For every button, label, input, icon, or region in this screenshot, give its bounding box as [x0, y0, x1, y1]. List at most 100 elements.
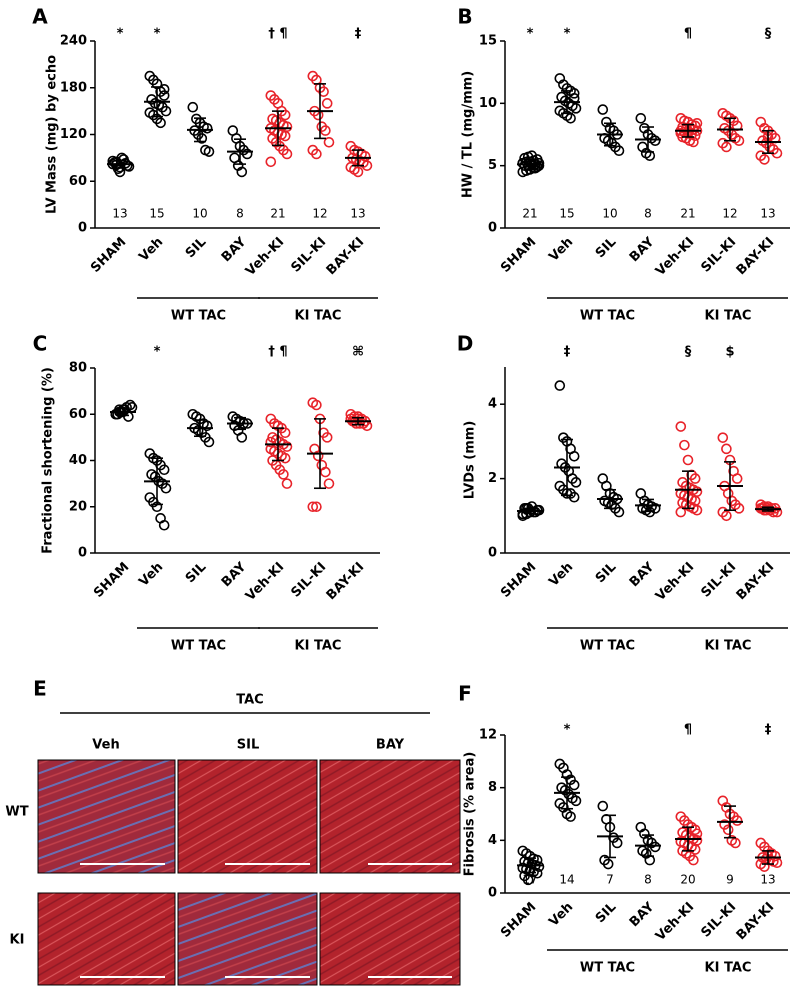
data-point: [759, 861, 770, 872]
error-bar: [194, 117, 206, 143]
data-point: [320, 125, 331, 136]
data-point: [352, 166, 364, 178]
data-point: [570, 795, 582, 807]
data-point: [721, 141, 732, 153]
data-point: [688, 854, 699, 866]
data-point: [158, 519, 170, 531]
n-label: 21: [680, 207, 695, 221]
data-point: [158, 464, 170, 476]
error-bar: [724, 117, 736, 142]
data-point: [196, 133, 208, 144]
y-tick-label: 180: [60, 80, 87, 95]
data-point: [570, 103, 582, 114]
x-tick-label: Veh-KI: [243, 560, 287, 604]
y-tick-label: 60: [69, 407, 87, 422]
data-point: [597, 104, 609, 115]
y-tick-label: 60: [69, 174, 87, 189]
error-bar: [194, 419, 206, 438]
panel-label: C: [33, 332, 48, 356]
panel-label: D: [457, 332, 474, 356]
x-tick-label: SIL-KI: [288, 560, 329, 601]
x-tick-label: Veh: [546, 560, 576, 590]
error-bar: [762, 506, 774, 512]
error-bar: [561, 776, 573, 810]
significance-mark: ‡: [355, 27, 362, 42]
micrograph: [37, 759, 176, 874]
significance-mark: ‡: [564, 345, 571, 360]
x-tick-label: BAY-KI: [734, 235, 778, 279]
y-tick-label: 0: [78, 221, 87, 236]
data-point: [635, 112, 647, 124]
data-point: [265, 156, 277, 168]
y-tick-label: 5: [488, 158, 497, 173]
data-point: [689, 844, 701, 855]
n-label: 20: [680, 873, 695, 887]
data-point: [323, 478, 335, 489]
panel-label: F: [458, 682, 472, 706]
x-tick-label: SIL-KI: [288, 235, 329, 276]
group-label: WT TAC: [580, 961, 635, 976]
data-point: [691, 117, 703, 129]
n-label: 13: [760, 207, 775, 221]
dotplot-panel: B HW / TL (mg/mm) 0 5 10 15 SHAM 21 * Veh 15 * SIL 10…: [457, 5, 790, 324]
n-label: 12: [722, 207, 737, 221]
error-bar: [234, 416, 246, 431]
n-label: 13: [112, 207, 127, 221]
x-tick-label: SIL: [593, 560, 620, 587]
n-label: 8: [644, 207, 652, 221]
data-point: [611, 837, 623, 849]
error-bar: [151, 86, 163, 118]
x-tick-label: BAY-KI: [324, 560, 368, 604]
data-point: [533, 160, 545, 171]
data-point: [236, 432, 248, 443]
error-bar: [561, 90, 573, 115]
error-bar: [524, 158, 536, 171]
n-label: 15: [149, 207, 164, 221]
data-point: [689, 473, 701, 484]
significance-mark: §: [765, 27, 772, 42]
x-tick-label: SHAM: [88, 235, 129, 276]
error-bar: [682, 826, 694, 852]
data-point: [279, 109, 291, 121]
y-axis-label: Fractional shortening (%): [41, 367, 56, 554]
micrograph: [177, 759, 318, 874]
x-tick-label: Veh-KI: [653, 560, 697, 604]
group-label: KI TAC: [705, 639, 752, 654]
data-point: [691, 504, 703, 516]
error-bar: [642, 834, 654, 857]
n-label: 7: [606, 873, 614, 887]
data-point: [279, 427, 291, 439]
dotplot-panel: A LV Mass (mg) by echo 0 60 120 180 240 SHAM 13 *…: [32, 5, 380, 324]
data-point: [265, 436, 277, 448]
data-point: [203, 436, 215, 448]
significance-mark: $: [725, 345, 734, 360]
n-label: 15: [559, 207, 574, 221]
scale-bars: [80, 863, 452, 978]
x-tick-label: BAY: [219, 559, 250, 590]
significance-mark: *: [154, 345, 161, 360]
panel-title: TAC: [236, 693, 263, 708]
y-tick-label: 12: [479, 728, 497, 743]
significance-mark: ‡: [765, 723, 772, 738]
micrograph: [319, 759, 461, 874]
x-tick-label: BAY-KI: [734, 560, 778, 604]
data-point: [721, 443, 732, 455]
significance-mark: † ¶: [268, 27, 287, 42]
y-axis-label: LV Mass (mg) by echo: [45, 55, 60, 214]
column-label: SIL: [237, 738, 259, 753]
column-label: Veh: [92, 738, 119, 753]
error-bar: [524, 507, 536, 515]
data-point: [321, 432, 333, 443]
data-point: [320, 466, 331, 478]
y-tick-label: 0: [488, 886, 497, 901]
data-point: [570, 477, 582, 488]
data-point: [278, 469, 289, 480]
error-bar: [314, 83, 326, 140]
significance-mark: ⌘: [352, 345, 364, 360]
n-label: 8: [236, 207, 244, 221]
x-tick-label: Veh-KI: [243, 235, 287, 279]
significance-mark: *: [527, 27, 534, 42]
